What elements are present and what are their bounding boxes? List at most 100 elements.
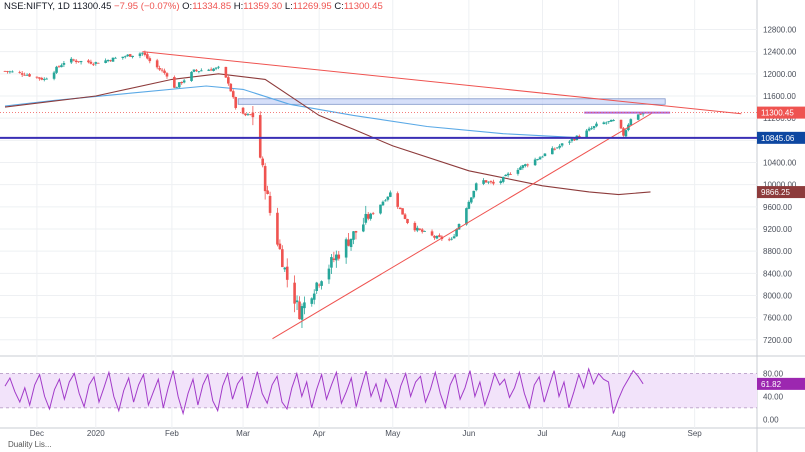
candle-body <box>131 55 134 58</box>
candle-body <box>231 91 235 98</box>
candle-body <box>639 113 642 115</box>
candle-body <box>138 53 142 57</box>
candle-body <box>212 68 215 71</box>
candle-body <box>555 147 559 149</box>
x-tick-label: Dec <box>30 429 44 438</box>
candle-body <box>541 156 544 158</box>
candle-body <box>577 136 581 138</box>
candle-body <box>126 54 130 57</box>
candle-body <box>3 70 7 72</box>
candle-body <box>482 180 485 184</box>
x-tick-label: Sep <box>688 429 703 438</box>
candle-body <box>192 69 196 72</box>
x-tick-label: Jun <box>462 429 475 438</box>
candle-body <box>79 61 83 63</box>
candle-body <box>406 219 409 224</box>
candle-body <box>474 183 478 191</box>
y-tick-label: 8400.00 <box>763 269 792 278</box>
candle-body <box>315 282 318 292</box>
candle-body <box>403 214 407 219</box>
candle-body <box>327 268 331 280</box>
candle-body <box>506 173 510 176</box>
candle-body <box>281 249 284 268</box>
candle-body <box>266 190 269 194</box>
candle-body <box>504 174 507 177</box>
candle-body <box>452 236 456 239</box>
candle-body <box>38 77 41 79</box>
candle-body <box>401 208 404 215</box>
candle-body <box>369 213 372 219</box>
candle-body <box>123 56 127 58</box>
candle-body <box>619 119 623 129</box>
candle-body <box>141 52 144 54</box>
last-price: 11300.45 <box>72 1 112 12</box>
candle-body <box>366 214 370 219</box>
candle-body <box>148 58 152 62</box>
candle-body <box>509 174 512 175</box>
moving-average-long <box>4 73 651 196</box>
y-tick-label: 8800.00 <box>763 247 792 256</box>
candle-body <box>165 73 169 77</box>
candle-body <box>190 71 193 81</box>
high-value: 11359.30 <box>243 1 283 12</box>
candle-body <box>200 70 203 72</box>
rsi-line <box>4 367 644 416</box>
candle-body <box>89 61 93 64</box>
candle-body <box>92 64 95 66</box>
candle-body <box>295 300 299 303</box>
x-tick-label: Apr <box>313 429 326 438</box>
candle-body <box>501 176 505 182</box>
price-badge-label: 10845.06 <box>761 134 795 143</box>
candle-body <box>371 213 375 215</box>
price-axis: 12800.00 12400.00 12000.00 11600.00 11200.00… <box>757 26 805 424</box>
candle-body <box>42 78 46 80</box>
rsi-band <box>0 373 757 408</box>
rsi-badge-label: 61.82 <box>761 380 782 389</box>
candle-body <box>163 70 166 73</box>
candle-body <box>143 52 147 55</box>
candle-body <box>23 74 26 76</box>
candle-body <box>438 235 441 237</box>
candle-body <box>234 97 237 108</box>
candle-body <box>465 208 468 225</box>
y-tick-label: 8000.00 <box>763 291 792 300</box>
candle-body <box>74 60 78 63</box>
candle-body <box>303 302 306 309</box>
candle-body <box>602 122 606 125</box>
candle-body <box>609 119 613 122</box>
candle-body <box>197 71 201 72</box>
candle-body <box>418 228 422 230</box>
candle-body <box>467 201 471 209</box>
candle-body <box>455 229 458 237</box>
candle-body <box>435 235 439 239</box>
candle-body <box>607 121 611 123</box>
candle-body <box>538 157 542 160</box>
bottom-indicator-label: Duality Lis... <box>8 440 52 449</box>
candle-body <box>423 231 426 232</box>
rsi-tick-label: 80.00 <box>763 369 784 378</box>
candle-body <box>207 69 211 71</box>
y-tick-label: 9200.00 <box>763 225 792 234</box>
x-tick-label: Feb <box>165 429 179 438</box>
candle-body <box>25 74 29 76</box>
candle-body <box>251 112 255 118</box>
candle-body <box>20 73 24 75</box>
candle-body <box>330 257 333 268</box>
candle-body <box>195 69 198 71</box>
candle-body <box>337 254 341 259</box>
candle-body <box>160 69 164 71</box>
candle-body <box>155 60 159 68</box>
candle-body <box>175 87 179 89</box>
candle-body <box>381 201 385 206</box>
y-tick-label: 12000.00 <box>763 70 797 79</box>
candle-body <box>384 200 387 202</box>
price-badge <box>757 106 805 119</box>
candle-body <box>40 77 44 80</box>
y-tick-label: 12400.00 <box>763 48 797 57</box>
y-tick-label: 10000.00 <box>763 181 797 190</box>
candle-body <box>62 63 66 65</box>
candle-body <box>268 195 272 213</box>
candle-body <box>416 227 419 231</box>
candle-body <box>492 181 495 184</box>
